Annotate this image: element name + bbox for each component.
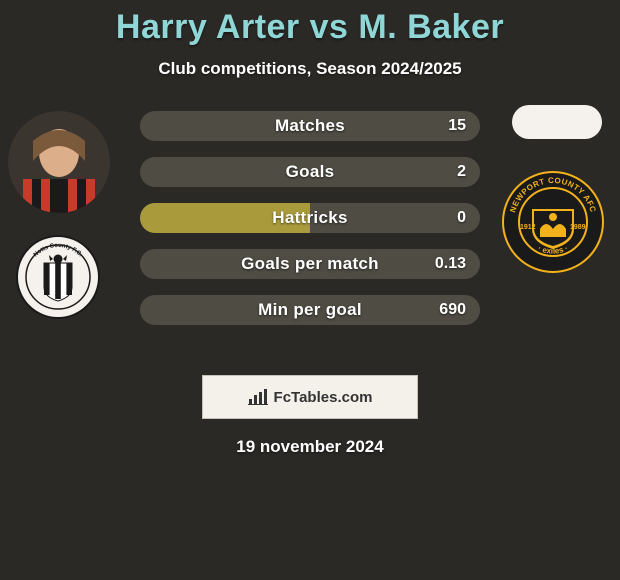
brand-box[interactable]: FcTables.com: [202, 375, 418, 419]
club-badge-left: Notts County F.C.: [16, 235, 100, 319]
page-title: Harry Arter vs M. Baker: [0, 8, 620, 47]
stat-bar: Min per goal690: [140, 295, 480, 325]
stat-bar-value-right: 2: [457, 163, 466, 181]
stat-bar-label: Goals: [140, 162, 480, 182]
newport-county-badge-icon: NEWPORT COUNTY AFC · exiles · 1912 1989: [502, 171, 604, 273]
brand-text: FcTables.com: [274, 389, 373, 406]
stat-bar-value-right: 0: [457, 209, 466, 227]
comparison-chart: Notts County F.C. NEWPORT COUNTY AFC · e…: [0, 111, 620, 361]
stat-bar-label: Goals per match: [140, 254, 480, 274]
right-player-column: NEWPORT COUNTY AFC · exiles · 1912 1989: [502, 111, 612, 273]
notts-county-badge-icon: Notts County F.C.: [16, 235, 100, 319]
stat-bar-value-right: 15: [448, 117, 466, 135]
stat-bar-label: Hattricks: [140, 208, 480, 228]
svg-text:1912: 1912: [520, 224, 536, 231]
stat-bars: Matches15 Goals2 Hattricks0 Goals per match…: [140, 111, 480, 341]
stat-bar-label: Min per goal: [140, 300, 480, 320]
stat-bar-value-right: 0.13: [435, 255, 466, 273]
stat-bar: Matches15: [140, 111, 480, 141]
left-player-column: Notts County F.C.: [8, 111, 118, 319]
club-badge-right: NEWPORT COUNTY AFC · exiles · 1912 1989: [502, 171, 604, 273]
player-avatar-left: [8, 111, 110, 213]
stat-bar-value-right: 690: [439, 301, 466, 319]
page-subtitle: Club competitions, Season 2024/2025: [0, 59, 620, 79]
svg-text:1989: 1989: [570, 224, 586, 231]
date-text: 19 november 2024: [0, 437, 620, 457]
player-avatar-right-placeholder: [512, 105, 602, 139]
bar-chart-icon: [248, 389, 268, 405]
stat-bar: Goals per match0.13: [140, 249, 480, 279]
stat-bar-label: Matches: [140, 116, 480, 136]
avatar-placeholder-icon: [8, 111, 110, 213]
stat-bar: Goals2: [140, 157, 480, 187]
stat-bar: Hattricks0: [140, 203, 480, 233]
